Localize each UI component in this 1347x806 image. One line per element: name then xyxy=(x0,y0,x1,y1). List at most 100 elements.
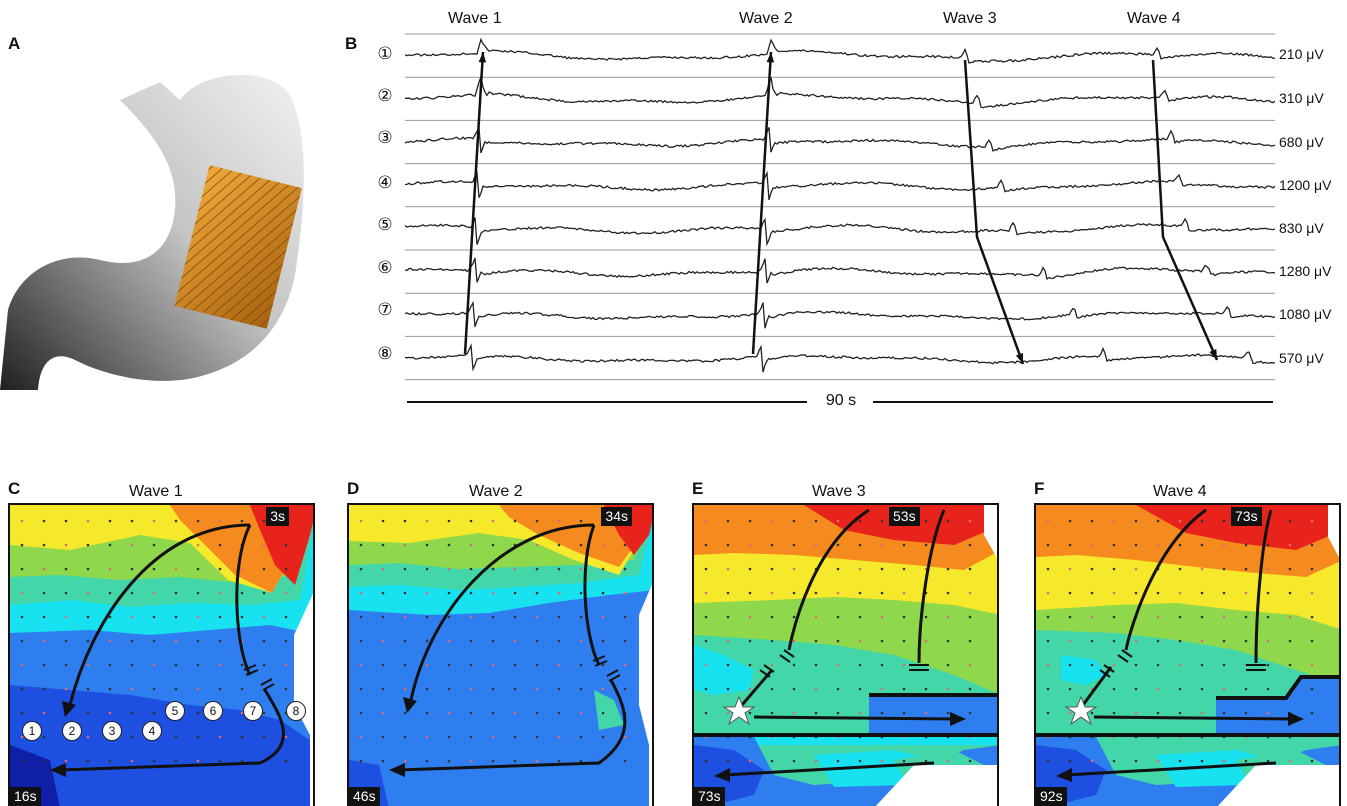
electrode-dot xyxy=(1156,519,1160,523)
electrode-dot xyxy=(726,639,730,643)
electrode-dot xyxy=(86,711,90,715)
electrode-dot xyxy=(403,735,407,739)
electrode-dot xyxy=(836,567,840,571)
electrode-dot xyxy=(1200,543,1204,547)
activation-map-wave-4: 73s 92s xyxy=(1034,503,1341,806)
electrode-dot xyxy=(924,687,928,691)
electrode-dot xyxy=(425,735,429,739)
electrode-dot xyxy=(64,591,68,595)
electrode-dot xyxy=(858,687,862,691)
electrode-dot xyxy=(858,639,862,643)
electrode-dot xyxy=(381,759,385,763)
trace-channel-1 xyxy=(405,37,1275,64)
electrode-dot xyxy=(218,735,222,739)
electrode-dot xyxy=(64,663,68,667)
electrode-dot xyxy=(86,663,90,667)
electrode-dot xyxy=(381,567,385,571)
electrode-dot xyxy=(240,519,244,523)
electrode-dot xyxy=(218,687,222,691)
electrode-label-8: 8 xyxy=(286,701,306,721)
electrode-dot xyxy=(86,543,90,547)
trace-channel-6 xyxy=(405,257,1275,284)
electrode-dot xyxy=(262,639,266,643)
electrode-dot xyxy=(1112,591,1116,595)
propagation-arrow-wave-2 xyxy=(751,51,773,355)
electrode-dot xyxy=(1266,591,1270,595)
electrode-dot xyxy=(535,591,539,595)
channel-label-5: ⑤ xyxy=(377,215,393,234)
electrode-dot xyxy=(535,663,539,667)
electrode-dot xyxy=(1046,759,1050,763)
electrode-dot xyxy=(1134,711,1138,715)
electrode-dot xyxy=(174,735,178,739)
electrode-dot xyxy=(469,519,473,523)
electrode-dot xyxy=(968,591,972,595)
electrode-dot xyxy=(218,519,222,523)
electrode-dot xyxy=(469,663,473,667)
electrode-dot xyxy=(1200,591,1204,595)
electrode-dot xyxy=(381,519,385,523)
electrode-dot xyxy=(403,711,407,715)
electrode-dot xyxy=(946,519,950,523)
electrode-dot xyxy=(748,615,752,619)
electrode-dot xyxy=(704,543,708,547)
electrode-dot xyxy=(86,759,90,763)
electrode-dot xyxy=(792,591,796,595)
electrode-dot xyxy=(108,543,112,547)
electrode-dot xyxy=(748,519,752,523)
electrode-dot xyxy=(152,615,156,619)
electrode-dot xyxy=(792,519,796,523)
amplitude-label-6: 1280 μV xyxy=(1279,263,1332,279)
electrode-dot xyxy=(748,759,752,763)
electrode-dot xyxy=(1222,591,1226,595)
electrode-dot xyxy=(1222,567,1226,571)
electrode-dot xyxy=(1310,687,1314,691)
electrode-dot xyxy=(284,543,288,547)
electrode-dot xyxy=(858,759,862,763)
electrode-dot xyxy=(130,639,134,643)
electrode-dot xyxy=(491,735,495,739)
electrode-dot xyxy=(20,615,24,619)
electrode-dot xyxy=(1134,663,1138,667)
electrode-dot xyxy=(770,519,774,523)
electrode-dot xyxy=(1266,711,1270,715)
electrode-dot xyxy=(1310,615,1314,619)
electrode-dot xyxy=(1068,687,1072,691)
electrode-dot xyxy=(108,591,112,595)
electrode-dot xyxy=(814,543,818,547)
electrode-dot xyxy=(726,759,730,763)
electrode-array xyxy=(174,165,302,329)
electrode-dot xyxy=(218,639,222,643)
electrode-dot xyxy=(623,735,627,739)
electrode-dot xyxy=(535,687,539,691)
electrode-dot xyxy=(152,567,156,571)
electrode-dot xyxy=(924,615,928,619)
electrode-dot xyxy=(770,567,774,571)
electrode-dot xyxy=(425,639,429,643)
electrode-dot xyxy=(1244,543,1248,547)
electrode-dot xyxy=(1244,711,1248,715)
electrode-dot xyxy=(513,567,517,571)
electrode-dot xyxy=(1046,567,1050,571)
electrode-dot xyxy=(557,591,561,595)
electrode-dot xyxy=(381,735,385,739)
electrode-dot xyxy=(836,687,840,691)
electrode-dot xyxy=(836,639,840,643)
electrode-dot xyxy=(262,663,266,667)
electrode-dot xyxy=(623,591,627,595)
electrode-dot xyxy=(579,519,583,523)
panel-letter-f: F xyxy=(1034,479,1045,498)
electrode-dot xyxy=(1310,759,1314,763)
electrode-dot xyxy=(748,591,752,595)
electrode-dot xyxy=(535,735,539,739)
electrode-dot xyxy=(579,735,583,739)
propagation-arrow-wave-4-head xyxy=(1209,349,1217,360)
electrode-dot xyxy=(196,519,200,523)
electrode-dot xyxy=(469,735,473,739)
electrode-dot xyxy=(880,759,884,763)
electrode-dot xyxy=(1200,519,1204,523)
electrode-dot xyxy=(1090,567,1094,571)
electrode-dot xyxy=(513,759,517,763)
electrode-dot xyxy=(491,519,495,523)
electrode-dot xyxy=(579,591,583,595)
